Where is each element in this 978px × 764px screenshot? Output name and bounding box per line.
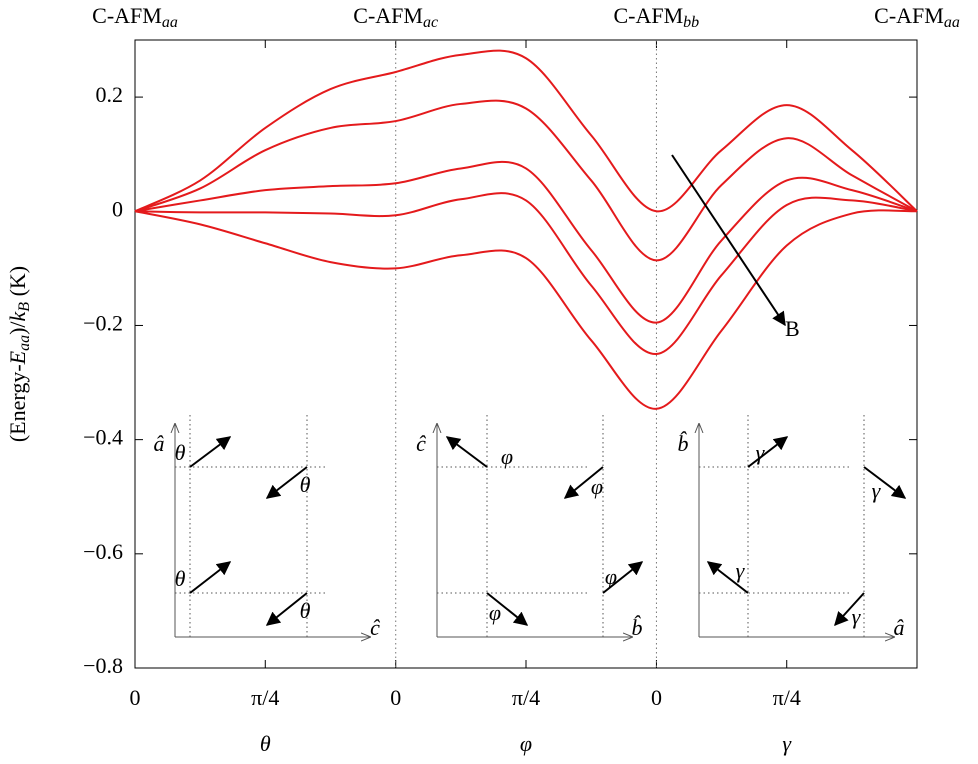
- inset-y-label: â: [154, 431, 165, 456]
- top-label-sub: bb: [683, 14, 699, 31]
- x-axis-label: φ: [520, 731, 532, 756]
- inset-angle: φ: [605, 564, 617, 589]
- inset-y-label: ĉ: [416, 431, 426, 456]
- series-line: [134, 192, 918, 356]
- inset-x-label: â: [894, 615, 905, 640]
- spin-arrow: [834, 592, 865, 627]
- plot-frame: [134, 39, 918, 669]
- x-tick-label: 0: [130, 685, 141, 710]
- inset-angle: φ: [489, 600, 501, 625]
- y-tick-label: −0.2: [83, 311, 123, 336]
- x-tick-label: 0: [651, 685, 662, 710]
- spin-arrow: [486, 592, 529, 626]
- y-tick-label: 0.2: [96, 82, 124, 107]
- spin-arrow: [265, 466, 308, 499]
- x-tick-label: π/4: [773, 685, 801, 710]
- inset-angle: θ: [300, 472, 311, 497]
- inset-angle: φ: [591, 474, 603, 499]
- y-tick-label: −0.6: [83, 539, 123, 564]
- x-axis-label: γ: [782, 731, 792, 756]
- inset: γ γ γ γ b̂ â: [678, 415, 907, 640]
- spin-arrow: [706, 561, 749, 594]
- annotation: B: [785, 316, 800, 341]
- y-label-part: B: [16, 302, 33, 312]
- spin-arrow: [445, 436, 488, 468]
- y-label-part: (K): [5, 266, 30, 302]
- inset-x-label: b̂: [632, 615, 643, 640]
- series-line: [134, 99, 918, 262]
- y-label-part: E: [5, 350, 30, 365]
- y-axis-label: (Energy-Eaa)/kB (K): [5, 266, 33, 442]
- spin-arrow: [747, 436, 789, 468]
- inset-angle: θ: [300, 598, 311, 623]
- y-label-part: (Energy-: [5, 364, 30, 442]
- y-label-part: )/: [5, 321, 30, 335]
- top-label-sub: aa: [944, 14, 960, 31]
- top-label-text: C-AFM: [874, 3, 944, 28]
- inset-angle: γ: [872, 478, 882, 503]
- y-tick-label: −0.8: [83, 653, 123, 678]
- top-label-text: C-AFM: [92, 3, 162, 28]
- inset-angle: γ: [756, 440, 766, 465]
- x-tick-label: π/4: [251, 685, 279, 710]
- top-label: C-AFMac: [353, 3, 438, 31]
- spin-arrow: [602, 561, 644, 594]
- spin-arrow: [863, 466, 907, 499]
- inset-angle: γ: [852, 604, 862, 629]
- y-tick-label: −0.4: [83, 425, 123, 450]
- x-axis-label: θ: [260, 731, 271, 756]
- top-label: C-AFMaa: [874, 3, 960, 31]
- inset-angle: θ: [175, 566, 186, 591]
- y-tick-label: 0: [112, 196, 123, 221]
- inset-x-label: ĉ: [370, 615, 380, 640]
- top-label-sub: ac: [423, 14, 438, 31]
- inset-angle: φ: [501, 444, 513, 469]
- annotation-arrow: [671, 154, 786, 327]
- top-label: C-AFMaa: [92, 3, 178, 31]
- y-label-part: aa: [16, 335, 33, 351]
- x-tick-label: 0: [390, 685, 401, 710]
- top-label-text: C-AFM: [353, 3, 423, 28]
- y-label-part: k: [5, 310, 30, 321]
- x-tick-label: π/4: [512, 685, 540, 710]
- inset-angle: θ: [175, 440, 186, 465]
- spin-arrow: [265, 592, 308, 626]
- spin-arrow: [563, 466, 604, 499]
- spin-arrow: [189, 436, 232, 468]
- top-label-sub: aa: [162, 14, 178, 31]
- inset: φ φ φ φ ĉ b̂: [416, 415, 644, 640]
- spin-arrow: [189, 561, 232, 594]
- inset-angle: γ: [736, 558, 746, 583]
- series-line: [134, 160, 918, 324]
- top-label: C-AFMbb: [613, 3, 699, 31]
- series-line: [134, 49, 918, 213]
- inset-y-label: b̂: [678, 431, 689, 456]
- series-line: [134, 209, 918, 410]
- top-label-text: C-AFM: [613, 3, 683, 28]
